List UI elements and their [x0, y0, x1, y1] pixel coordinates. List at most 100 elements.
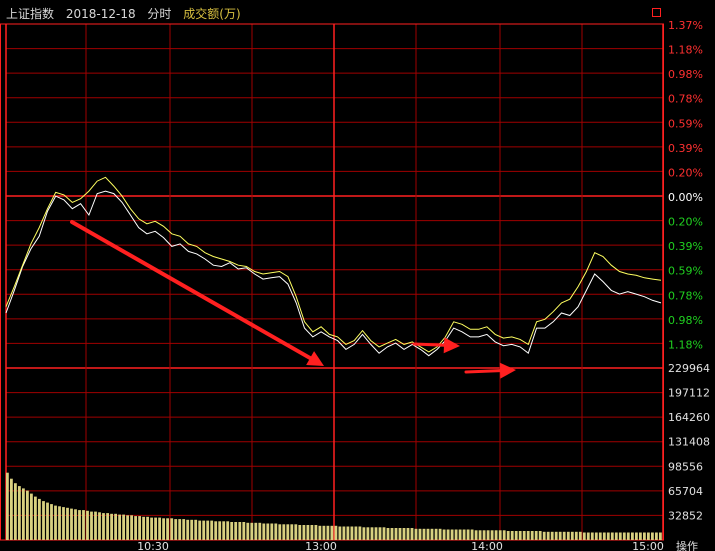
price-axis-label: 0.98%	[668, 314, 703, 327]
volume-axis-label: 197112	[668, 387, 710, 400]
volume-bar	[234, 522, 238, 540]
volume-bar	[258, 522, 262, 540]
volume-bar	[594, 532, 598, 540]
chart-header: 上证指数 2018-12-18 分时 成交额(万)	[6, 6, 249, 22]
volume-bar	[266, 523, 270, 540]
volume-bar	[538, 531, 542, 540]
volume-bar	[510, 531, 514, 540]
volume-bar	[154, 517, 157, 540]
volume-bar	[326, 525, 330, 540]
volume-bar	[651, 532, 654, 540]
volume-bar	[302, 525, 306, 540]
volume-bar	[34, 496, 37, 540]
volume-bar	[98, 512, 101, 540]
volume-bar	[602, 532, 606, 540]
time-axis-label: 13:00	[305, 540, 337, 551]
volume-bar	[174, 519, 178, 540]
volume-bar	[358, 526, 362, 540]
volume-bar	[390, 528, 394, 540]
volume-bar	[406, 528, 410, 540]
volume-axis-label: 229964	[668, 362, 710, 375]
volume-bar	[86, 510, 89, 540]
price-axis-label: 0.20%	[668, 166, 703, 179]
volume-bar	[586, 532, 590, 540]
volume-bar	[118, 514, 121, 540]
volume-bar	[186, 519, 190, 540]
volume-bar	[378, 527, 382, 540]
volume-bar	[542, 531, 546, 540]
volume-bar	[655, 532, 658, 540]
volume-bar	[110, 513, 113, 540]
volume-bar	[402, 528, 406, 540]
volume-axis-label: 98556	[668, 460, 703, 473]
volume-bar	[70, 508, 73, 540]
volume-bar	[166, 518, 169, 540]
volume-bar	[322, 525, 326, 540]
volume-bar	[290, 524, 294, 540]
annotation-arrow-down-head	[306, 351, 324, 366]
volume-bar	[470, 529, 474, 540]
volume-bar	[494, 530, 498, 540]
time-axis-label: 15:00	[632, 540, 664, 551]
volume-bar	[350, 526, 354, 540]
volume-bar	[398, 528, 402, 540]
volume-axis-label: 131408	[668, 436, 710, 449]
volume-bar	[282, 524, 286, 540]
volume-bar	[102, 513, 105, 540]
volume-bar	[626, 532, 630, 540]
volume-bar	[574, 531, 578, 540]
volume-bar	[262, 523, 266, 540]
volume-bar	[214, 521, 218, 540]
volume-bar	[170, 518, 174, 540]
volume-bar	[26, 490, 29, 540]
volume-bar	[462, 529, 466, 540]
maximize-icon[interactable]	[652, 8, 661, 17]
price-axis-label: 0.59%	[668, 265, 703, 278]
volume-bar	[306, 525, 310, 540]
price-axis-label: 0.98%	[668, 68, 703, 81]
volume-bar	[386, 528, 390, 540]
time-axis-label: 14:00	[471, 540, 503, 551]
volume-bar	[506, 531, 510, 540]
volume-bar	[590, 532, 594, 540]
volume-bar	[434, 528, 438, 540]
volume-bar	[254, 522, 258, 540]
volume-bar	[438, 528, 442, 540]
volume-bar	[418, 528, 422, 540]
volume-bar	[310, 525, 314, 540]
volume-bar	[314, 525, 318, 540]
volume-bar	[330, 525, 334, 540]
volume-bar	[498, 530, 502, 540]
volume-bar	[550, 531, 554, 540]
volume-bar	[126, 515, 129, 540]
volume-bar	[150, 517, 153, 540]
annotation-arrow-right-1	[412, 342, 446, 347]
volume-bar	[210, 520, 214, 540]
volume-bar	[42, 501, 45, 540]
volume-bar	[526, 531, 530, 540]
volume-bar	[158, 517, 161, 540]
volume-axis-label: 164260	[668, 411, 710, 424]
volume-axis-label: 65704	[668, 485, 703, 498]
price-axis-label: 1.18%	[668, 338, 703, 351]
volume-bar	[394, 528, 398, 540]
volume-bar	[490, 530, 494, 540]
volume-bar	[222, 521, 226, 540]
volume-bar	[578, 531, 582, 540]
volume-bar	[370, 527, 374, 540]
volume-bar	[142, 516, 145, 540]
volume-label: 成交额(万)	[183, 7, 241, 21]
volume-bar	[530, 531, 534, 540]
volume-bar	[342, 526, 346, 540]
volume-bar	[62, 507, 65, 540]
index-title: 上证指数	[6, 7, 55, 21]
volume-bar	[622, 532, 626, 540]
volume-bar	[446, 529, 450, 540]
volume-bar	[635, 532, 638, 540]
corner-label: 操作	[676, 539, 698, 551]
volume-bar	[226, 521, 230, 540]
volume-bar	[298, 525, 302, 540]
volume-bar	[134, 516, 137, 540]
